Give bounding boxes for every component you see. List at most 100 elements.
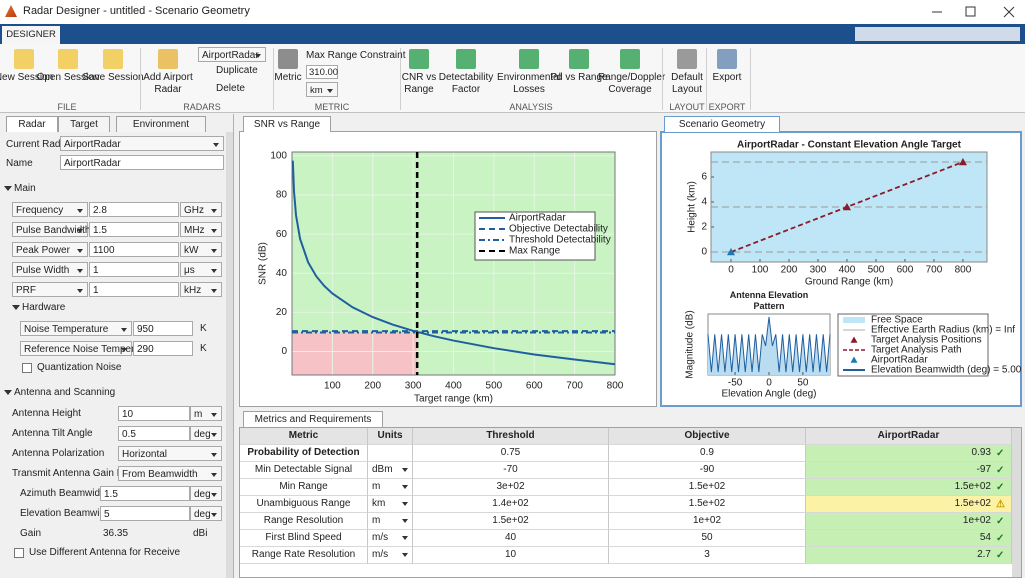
toolstrip-button[interactable]: CNR vs Range — [401, 72, 437, 95]
button-icon[interactable] — [58, 49, 78, 69]
field-value[interactable]: 1.5 — [89, 222, 179, 237]
metric-cell[interactable]: km — [368, 496, 413, 513]
metric-cell: 0.75 — [413, 445, 609, 462]
field-unit[interactable]: deg — [190, 506, 222, 521]
metric-cell: 40 — [413, 530, 609, 547]
snr-tab[interactable]: SNR vs Range — [243, 116, 331, 132]
status-icon: ✓ — [996, 550, 1005, 561]
field-value[interactable]: From Beamwidth — [118, 466, 222, 481]
metric-cell[interactable]: m/s — [368, 547, 413, 564]
button-icon[interactable] — [278, 49, 298, 69]
property-tab[interactable]: Radar — [6, 116, 58, 132]
property-tab[interactable]: Environment — [116, 116, 206, 132]
field-label[interactable]: Pulse Width — [12, 262, 88, 277]
field-value[interactable]: 1 — [89, 262, 179, 277]
section-caret — [4, 390, 12, 399]
metric-cell: -90 — [609, 462, 806, 479]
field-unit[interactable]: deg — [190, 426, 222, 441]
delete-button[interactable]: Delete — [216, 83, 245, 94]
metric-cell: 50 — [609, 530, 806, 547]
toolstrip-button[interactable]: Default Layout — [671, 72, 703, 95]
button-icon[interactable] — [569, 49, 589, 69]
app-icon — [5, 5, 17, 17]
button-icon[interactable] — [409, 49, 429, 69]
field-value[interactable]: 2.8 — [89, 202, 179, 217]
property-tab[interactable]: Target — [58, 116, 110, 132]
toolstrip-button[interactable]: Open Session — [36, 72, 100, 83]
constraint-value[interactable]: 310.00 — [306, 65, 338, 79]
field-unit[interactable]: μs — [180, 262, 222, 277]
button-icon[interactable] — [456, 49, 476, 69]
field-label[interactable]: Reference Noise Temperature — [20, 341, 157, 356]
column-header: Metric — [240, 428, 368, 445]
field-label[interactable]: Frequency — [12, 202, 88, 217]
metric-cell[interactable]: m — [368, 513, 413, 530]
toolstrip-button[interactable]: Pd vs Range — [550, 72, 608, 83]
button-icon[interactable] — [103, 49, 123, 69]
designer-tab[interactable]: DESIGNER — [2, 26, 60, 44]
field-label: Antenna Tilt Angle — [12, 428, 93, 439]
button-icon[interactable] — [620, 49, 640, 69]
field-label[interactable]: Pulse Bandwidth — [12, 222, 91, 237]
metric-cell[interactable]: m/s — [368, 530, 413, 547]
field-value[interactable]: 950 — [133, 321, 193, 336]
section-caret — [4, 186, 12, 195]
button-icon[interactable] — [519, 49, 539, 69]
metric-cell[interactable] — [368, 445, 413, 462]
column-header: Units — [368, 428, 413, 445]
button-icon[interactable] — [717, 49, 737, 69]
toolstrip-button[interactable]: Add Airport Radar — [143, 72, 193, 95]
geometry-tab[interactable]: Scenario Geometry — [664, 116, 780, 132]
metric-cell[interactable]: m — [368, 479, 413, 496]
field-value[interactable]: 5 — [100, 506, 190, 521]
field-label[interactable]: Peak Power — [12, 242, 88, 257]
field-value[interactable]: 0.5 — [118, 426, 190, 441]
constraint-label: Max Range Constraint — [306, 50, 406, 61]
section-title: Main — [14, 183, 36, 194]
metric-cell[interactable]: dBm — [368, 462, 413, 479]
duplicate-button[interactable]: Duplicate — [216, 65, 258, 76]
field-value[interactable]: 10 — [118, 406, 190, 421]
button-icon[interactable] — [14, 49, 34, 69]
toolstrip-button[interactable]: Environmental Losses — [497, 72, 561, 95]
field-unit[interactable]: GHz — [180, 202, 222, 217]
metric-cell: -97 — [806, 462, 1012, 479]
button-icon[interactable] — [677, 49, 697, 69]
toolstrip-button[interactable]: New Session — [0, 72, 54, 83]
toolstrip-button[interactable]: Metric — [274, 72, 302, 83]
radar-select[interactable]: AirportRadar — [198, 47, 266, 62]
metric-name: Range Rate Resolution — [240, 547, 368, 564]
field-value[interactable]: 1100 — [89, 242, 179, 257]
field-unit[interactable]: deg — [190, 486, 222, 501]
field-label[interactable]: Noise Temperature — [20, 321, 132, 336]
toolstrip-button[interactable]: Export — [712, 72, 742, 83]
button-icon[interactable] — [158, 49, 178, 69]
constraint-unit[interactable]: km — [306, 82, 338, 97]
toolstrip-button[interactable]: Range/Doppler Coverage — [598, 72, 666, 95]
metric-name: Min Range — [240, 479, 368, 496]
field-unit[interactable]: kW — [180, 242, 222, 257]
window-controls[interactable] — [920, 0, 1025, 24]
checkbox[interactable] — [22, 363, 32, 373]
field-unit[interactable]: MHz — [180, 222, 222, 237]
field-value[interactable]: 1.5 — [100, 486, 190, 501]
field-unit[interactable]: m — [190, 406, 222, 421]
group-label: EXPORT — [708, 102, 746, 112]
metric-cell: 0.9 — [609, 445, 806, 462]
field-value: 36.35 — [103, 528, 129, 539]
field-value[interactable]: 1 — [89, 282, 179, 297]
current-radar-select[interactable]: AirportRadar — [60, 136, 224, 151]
toolstrip-button[interactable]: Detectability Factor — [438, 72, 494, 95]
field-value[interactable]: 290 — [133, 341, 193, 356]
quick-access[interactable] — [855, 27, 1020, 41]
field-label[interactable]: PRF — [12, 282, 88, 297]
checkbox[interactable] — [14, 548, 24, 558]
checkbox-label: Use Different Antenna for Receive — [29, 547, 181, 558]
name-input[interactable]: AirportRadar — [60, 155, 224, 170]
checkbox-label: Quantization Noise — [37, 362, 122, 373]
metric-name: Min Detectable Signal — [240, 462, 368, 479]
field-value[interactable]: Horizontal — [118, 446, 222, 461]
toolstrip-button[interactable]: Save Session — [82, 72, 144, 83]
metrics-tab[interactable]: Metrics and Requirements — [243, 411, 383, 427]
field-unit[interactable]: kHz — [180, 282, 222, 297]
